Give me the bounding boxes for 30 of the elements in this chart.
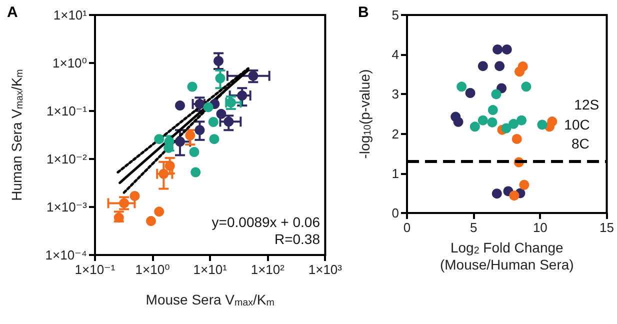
- x-tick-label: 1×10⁰: [135, 262, 170, 277]
- y-tick-label: 0: [392, 206, 399, 220]
- y-tick-label: 4: [392, 47, 399, 62]
- chart-title: B: [358, 4, 369, 21]
- y-tick-label: 1×10⁻¹: [46, 104, 88, 118]
- annotation: 8C: [572, 136, 590, 152]
- y-axis-title: Human Sera Vmax/Km: [8, 69, 26, 201]
- x-tick-label: 5: [470, 220, 478, 235]
- annotation: 10C: [564, 116, 590, 133]
- x-tick-label: 15: [600, 220, 614, 235]
- x-tick-label: 1×10³: [308, 262, 343, 277]
- x-tick-label: 10: [532, 220, 548, 235]
- y-tick-label: 1×10¹: [53, 8, 88, 22]
- y-axis-title: -log10(p-value): [356, 69, 374, 159]
- annotation: R=0.38: [274, 231, 320, 247]
- y-tick-label: 1×10⁻²: [46, 152, 88, 166]
- x-tick-label: 0: [403, 220, 411, 235]
- y-tick-label: 1: [392, 166, 399, 181]
- y-tick-label: 1×10⁰: [52, 56, 87, 70]
- chart-title: A: [7, 4, 18, 21]
- x-tick-label: 1×10⁻¹: [74, 262, 116, 277]
- annotation: y=0.0089x + 0.06: [212, 214, 320, 230]
- y-tick-label: 2: [392, 126, 399, 142]
- y-tick-label: 1×10⁻³: [46, 200, 88, 214]
- y-tick-label: 3: [392, 86, 399, 102]
- annotation: 12S: [574, 96, 600, 113]
- x-tick-label: 1×10²: [250, 262, 286, 277]
- y-tick-label: 1×10⁻⁴: [45, 248, 87, 262]
- y-tick-label: 5: [392, 8, 399, 22]
- x-tick-label: 1×10¹: [193, 262, 228, 277]
